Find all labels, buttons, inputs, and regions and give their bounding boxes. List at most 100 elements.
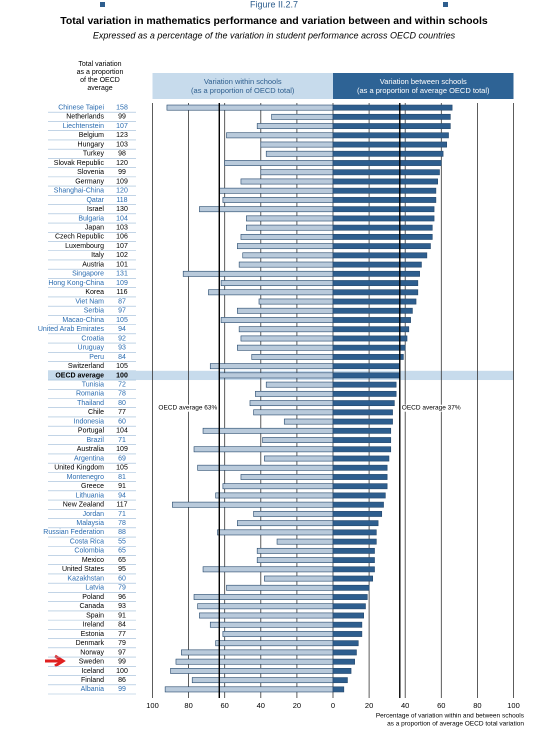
category-label: Netherlands bbox=[66, 114, 104, 121]
bar bbox=[240, 178, 334, 185]
bar bbox=[332, 538, 377, 545]
total-value: 99 bbox=[118, 659, 126, 666]
annotation: OECD average 63% bbox=[158, 405, 217, 412]
category-label: Slovak Republic bbox=[54, 160, 105, 167]
x-tick-label: 100 bbox=[507, 701, 520, 710]
total-value: 79 bbox=[118, 585, 126, 592]
category-label: Bulgaria bbox=[78, 215, 104, 222]
category-label: Qatar bbox=[86, 197, 104, 204]
category-label: United Kingdom bbox=[54, 465, 104, 472]
category-label: Hong Kong-China bbox=[48, 280, 104, 287]
bar bbox=[332, 668, 352, 674]
bar bbox=[332, 455, 390, 462]
bar bbox=[332, 123, 451, 129]
category-label: Romania bbox=[76, 391, 104, 398]
bar bbox=[226, 584, 334, 591]
bar bbox=[170, 668, 334, 674]
category-label: Brazil bbox=[86, 437, 104, 444]
bar bbox=[208, 289, 334, 296]
bar bbox=[332, 400, 395, 407]
total-value: 94 bbox=[118, 326, 126, 333]
total-value: 109 bbox=[116, 178, 128, 185]
total-value: 96 bbox=[118, 594, 126, 601]
bar bbox=[332, 557, 375, 564]
x-tick-label: 60 bbox=[437, 701, 445, 710]
bar bbox=[237, 307, 334, 314]
total-value: 97 bbox=[118, 308, 126, 315]
category-label: Peru bbox=[89, 354, 104, 361]
category-label: Norway bbox=[80, 649, 104, 656]
bar bbox=[209, 621, 334, 628]
bar bbox=[256, 557, 334, 564]
total-value: 81 bbox=[118, 474, 126, 481]
bar bbox=[332, 437, 392, 443]
bar bbox=[332, 483, 388, 490]
category-label: Montenegro bbox=[67, 474, 104, 481]
total-value: 84 bbox=[118, 622, 126, 629]
category-label: Indonesia bbox=[74, 418, 104, 425]
annotation: OECD average 37% bbox=[402, 405, 461, 412]
bar bbox=[332, 381, 397, 388]
bar bbox=[218, 372, 334, 379]
bar bbox=[217, 529, 334, 536]
legend-note: (as a proportion of OECD total) bbox=[191, 86, 295, 95]
bar bbox=[332, 677, 348, 684]
category-label: Iceland bbox=[81, 668, 104, 675]
bar bbox=[218, 187, 334, 194]
bar bbox=[332, 169, 440, 176]
x-tick-label: 60 bbox=[221, 701, 229, 710]
category-label: Viet Nam bbox=[75, 298, 104, 305]
bar bbox=[332, 280, 419, 286]
total-value: 107 bbox=[116, 243, 128, 250]
total-value: 91 bbox=[118, 612, 126, 619]
bar bbox=[332, 658, 355, 665]
bar bbox=[332, 594, 368, 600]
bar bbox=[182, 270, 334, 277]
bar bbox=[246, 215, 334, 222]
category-label: Finland bbox=[81, 677, 104, 684]
bar bbox=[332, 418, 393, 425]
bar bbox=[191, 677, 334, 684]
figure-label: Figure II.2.7 bbox=[250, 0, 298, 9]
total-value: 87 bbox=[118, 298, 126, 305]
category-label: Portugal bbox=[78, 428, 105, 435]
category-label: Israel bbox=[87, 206, 105, 213]
category-label: Albania bbox=[81, 686, 104, 693]
bar bbox=[332, 252, 428, 259]
bar bbox=[332, 566, 375, 573]
category-label: Greece bbox=[81, 483, 104, 490]
bar bbox=[253, 511, 334, 517]
total-value: 92 bbox=[118, 335, 126, 342]
total-value: 118 bbox=[116, 197, 127, 204]
total-value: 130 bbox=[116, 206, 128, 213]
bar bbox=[332, 298, 417, 305]
annotation-bg bbox=[157, 404, 219, 412]
x-tick-label: 80 bbox=[473, 701, 481, 710]
bar bbox=[332, 529, 377, 536]
category-label: Sweden bbox=[79, 659, 104, 666]
bar bbox=[332, 270, 420, 277]
total-header: average bbox=[87, 85, 112, 92]
bar bbox=[332, 464, 388, 471]
bar bbox=[276, 538, 334, 545]
bar bbox=[226, 132, 334, 139]
category-label: Croatia bbox=[81, 335, 104, 342]
bar bbox=[332, 150, 444, 157]
bar bbox=[332, 187, 437, 194]
bar bbox=[332, 427, 392, 434]
pointer-arrow bbox=[45, 654, 66, 668]
total-value: 71 bbox=[118, 511, 126, 518]
bar bbox=[332, 233, 433, 240]
bar bbox=[332, 584, 370, 591]
category-label: Australia bbox=[77, 446, 104, 453]
bar bbox=[193, 594, 334, 600]
bar bbox=[240, 233, 334, 240]
legend-label: Variation between schools bbox=[380, 77, 467, 86]
category-label: Poland bbox=[82, 594, 104, 601]
total-value: 95 bbox=[118, 566, 126, 573]
x-tick-label: 40 bbox=[401, 701, 409, 710]
category-label: Costa Rica bbox=[70, 538, 104, 545]
bar bbox=[332, 390, 397, 397]
total-value: 109 bbox=[116, 280, 128, 287]
bar bbox=[260, 141, 334, 148]
